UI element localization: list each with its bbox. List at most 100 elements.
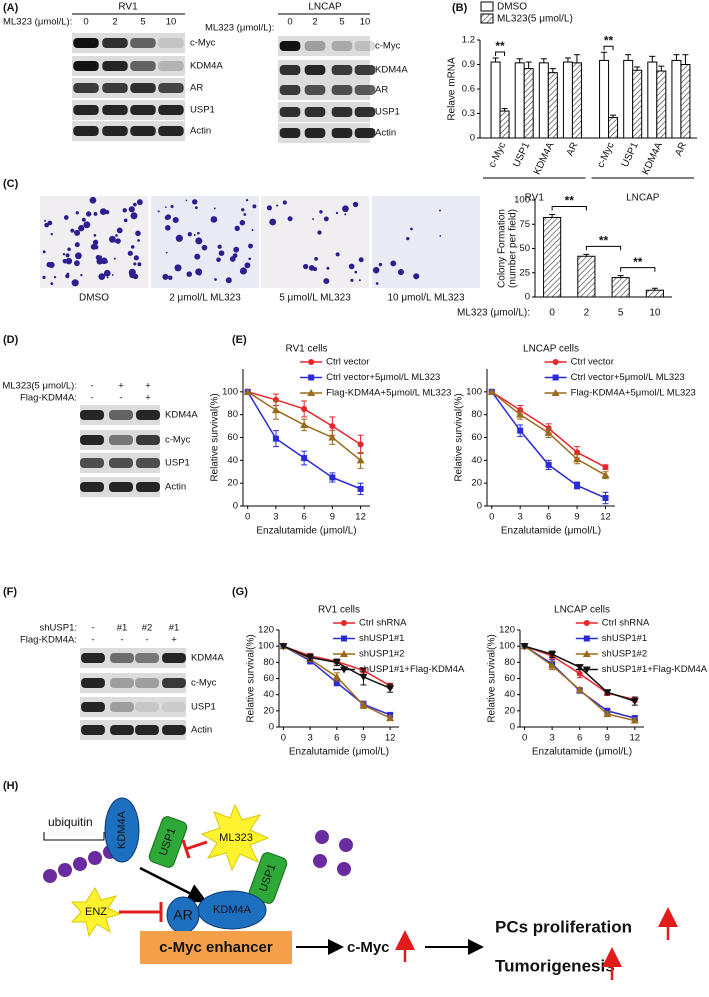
- colony: [312, 218, 315, 221]
- marker: [306, 654, 315, 662]
- blot-band: [110, 725, 134, 735]
- blot-band: [80, 435, 104, 445]
- colony: [406, 236, 410, 241]
- colony: [164, 206, 167, 208]
- colony: [75, 211, 79, 215]
- group-label: LNCAP: [626, 193, 660, 204]
- blot-band: [135, 653, 159, 663]
- panel-label: (H): [3, 780, 19, 792]
- colony: [93, 244, 99, 250]
- colony: [229, 256, 236, 262]
- colony: [185, 199, 188, 202]
- y-tick-label: 20: [504, 705, 515, 716]
- colony: [100, 257, 108, 265]
- blot-band: [136, 482, 160, 492]
- y-tick-label: 20: [227, 478, 238, 489]
- lane-label: -: [91, 635, 94, 646]
- blot-band: [162, 702, 186, 712]
- colony: [243, 213, 247, 216]
- blot-band: [73, 83, 99, 93]
- colony: [53, 276, 57, 279]
- x-axis-label: ML323 (μmol/L):: [457, 308, 530, 319]
- marker: [548, 651, 557, 659]
- chart-title: LNCAP cells: [523, 344, 579, 355]
- blot-band: [130, 38, 156, 48]
- colony: [116, 227, 123, 234]
- y-tick-label: 0.6: [462, 84, 475, 95]
- lane-label: -: [91, 623, 94, 634]
- colony: [123, 218, 128, 223]
- x-tick-label: 6: [301, 512, 306, 523]
- significance-bracket: [603, 45, 614, 51]
- marker: [575, 685, 584, 693]
- blot-band: [162, 725, 186, 735]
- colony: [195, 237, 203, 245]
- marker: [301, 405, 308, 412]
- ml323-label: ML323: [219, 832, 253, 844]
- blot-band: [279, 107, 301, 117]
- colony: [241, 208, 245, 212]
- marker: [603, 689, 612, 697]
- colony: [93, 211, 98, 216]
- y-tick-label: 60: [504, 673, 515, 684]
- ubiquitin-chain: [43, 845, 117, 883]
- chart-title: LNCAP cells: [554, 605, 610, 616]
- panel-label: (E): [232, 334, 247, 346]
- colony: [335, 252, 340, 257]
- blot-band: [110, 678, 134, 688]
- colony: [319, 210, 323, 214]
- marker: [279, 643, 288, 651]
- colony: [65, 257, 73, 265]
- protein-label: c-Myc: [190, 38, 216, 49]
- colony: [132, 273, 139, 280]
- colony: [127, 250, 133, 256]
- colony: [81, 217, 86, 222]
- lane-label: #1: [117, 623, 128, 634]
- marker: [329, 423, 336, 430]
- x-axis-label: Enzalutamide (μmol/L): [289, 747, 389, 758]
- colony: [308, 265, 315, 271]
- legend-label: shUSP1#2: [359, 649, 404, 660]
- y-axis-label: Relative survival(%): [210, 393, 221, 481]
- y-tick-label: 80: [263, 657, 274, 668]
- panel-label: (F): [3, 586, 17, 598]
- enz-star: [70, 886, 122, 938]
- blot-band: [135, 678, 159, 688]
- blot-band: [162, 678, 186, 688]
- lane-label: 10: [360, 17, 371, 28]
- blot-band: [110, 653, 134, 663]
- bar: [543, 216, 562, 298]
- legend-marker: [582, 650, 591, 657]
- colony: [335, 211, 339, 215]
- blot-strip: [72, 78, 185, 98]
- colony: [71, 279, 79, 287]
- blot-band: [354, 128, 376, 138]
- y-tick-label: 100: [258, 641, 274, 652]
- y-tick-label: 100: [466, 386, 482, 397]
- protein-label: Actin: [191, 725, 212, 736]
- colony: [439, 235, 442, 237]
- marker: [576, 670, 583, 677]
- y-tick-label: 120: [258, 625, 274, 636]
- group-label: RV1: [525, 193, 545, 204]
- bar: [671, 59, 682, 139]
- marker: [487, 387, 496, 395]
- protein-label: AR: [375, 85, 388, 96]
- y-tick-label: 100: [514, 195, 530, 206]
- colony: [216, 257, 221, 263]
- significance-bracket: [551, 206, 587, 211]
- marker: [359, 701, 368, 709]
- panel-label: (C): [3, 178, 19, 190]
- blot-band: [304, 41, 326, 51]
- y-tick-label: 0: [269, 722, 274, 733]
- y-tick-label: 50: [519, 243, 530, 254]
- lane-label: 0: [83, 17, 88, 28]
- legend-label: shUSP1#1: [602, 633, 647, 644]
- x-tick-label: 12: [355, 512, 366, 523]
- x-tick-label: 12: [385, 733, 396, 744]
- colony: [186, 271, 193, 277]
- y-tick-label: 20: [263, 705, 274, 716]
- colony: [317, 230, 322, 235]
- colony: [218, 250, 225, 256]
